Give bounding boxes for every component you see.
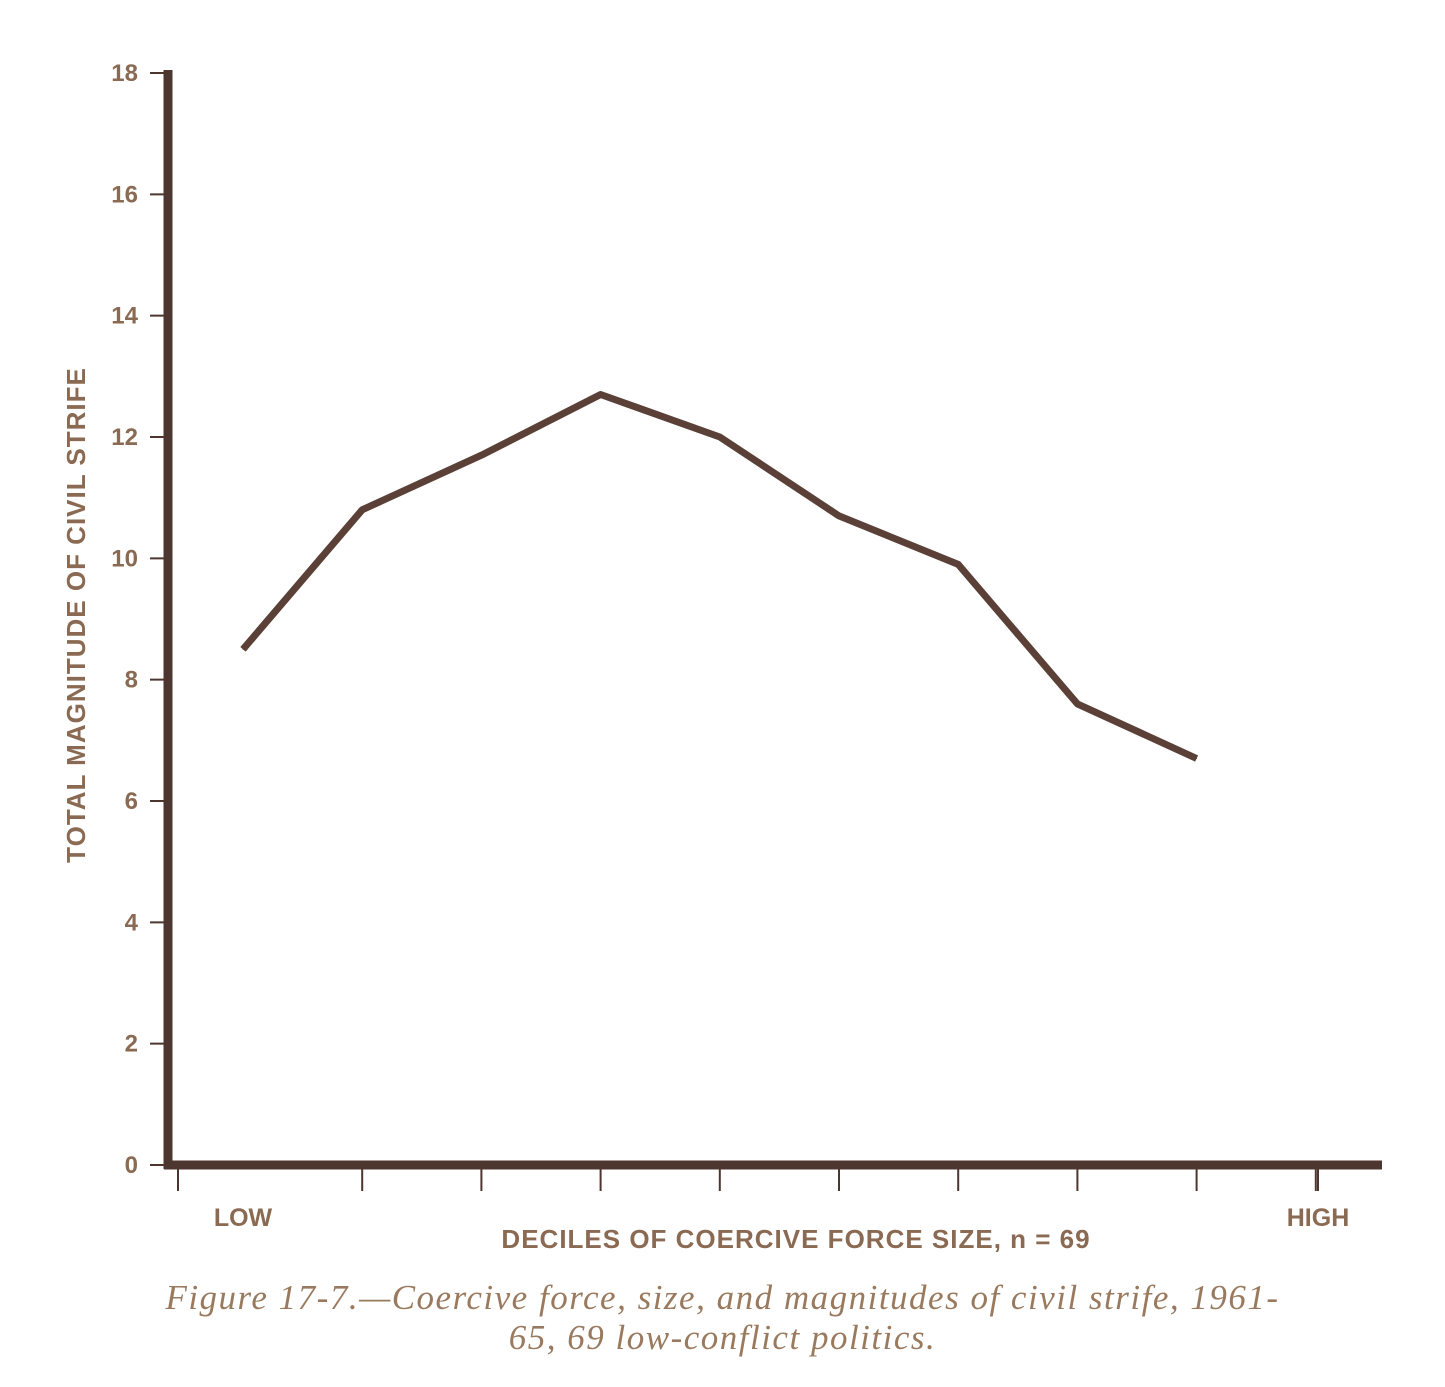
y-axis-ticks: 0 2 4 6 8 10 12 14 16 18 [111, 60, 168, 1179]
y-tick-label: 2 [125, 1031, 138, 1058]
series-line [240, 391, 1199, 762]
data-point [957, 563, 959, 565]
x-high-label: HIGH [1287, 1204, 1350, 1232]
axes [163, 70, 1382, 1170]
data-point [361, 509, 363, 511]
data-point [1076, 703, 1078, 705]
line-chart: 0 2 4 6 8 10 12 14 16 18 TOTAL MAGNITUDE OF CIVIL… [61, 60, 1382, 1254]
y-tick-label: 16 [111, 181, 138, 208]
x-low-label: LOW [214, 1204, 273, 1232]
data-point [480, 454, 482, 456]
data-point [838, 515, 840, 517]
caption-line-2: 65, 69 low-conflict politics. [508, 1318, 937, 1357]
data-point [1196, 758, 1198, 760]
figure-caption: Figure 17-7.—Coercive force, size, and m… [0, 1278, 1445, 1358]
data-series [240, 391, 1199, 762]
y-tick-label: 6 [125, 788, 138, 815]
caption-line-1: Figure 17-7.—Coercive force, size, and m… [165, 1278, 1280, 1317]
y-axis-title: TOTAL MAGNITUDE OF CIVIL STRIFE [61, 367, 91, 863]
x-axis-ticks [177, 1165, 1319, 1191]
y-tick-label: 18 [111, 60, 138, 87]
x-axis-title: DECILES OF COERCIVE FORCE SIZE, n = 69 [501, 1224, 1090, 1254]
y-tick-label: 14 [111, 303, 138, 330]
y-tick-label: 8 [125, 667, 138, 694]
y-tick-label: 12 [111, 424, 138, 451]
y-tick-label: 0 [125, 1152, 138, 1179]
y-tick-label: 4 [125, 909, 139, 936]
data-point [600, 394, 602, 396]
data-point [719, 436, 721, 438]
y-tick-label: 10 [111, 545, 138, 572]
data-point [242, 648, 244, 650]
